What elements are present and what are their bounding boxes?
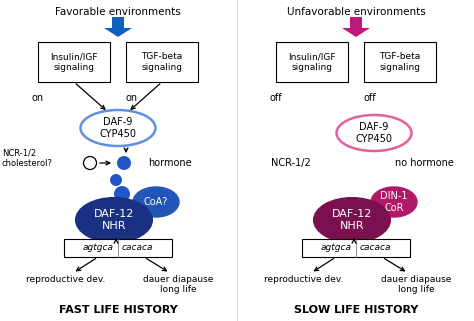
Text: SLOW LIFE HISTORY: SLOW LIFE HISTORY <box>294 305 418 315</box>
Text: FAST LIFE HISTORY: FAST LIFE HISTORY <box>59 305 177 315</box>
Text: off: off <box>364 93 376 103</box>
FancyBboxPatch shape <box>126 42 198 82</box>
Text: on: on <box>32 93 44 103</box>
Polygon shape <box>112 17 124 28</box>
Text: DAF-12
NHR: DAF-12 NHR <box>94 209 134 231</box>
Text: DIN-1
CoR: DIN-1 CoR <box>380 191 408 213</box>
Text: hormone: hormone <box>148 158 192 168</box>
Text: NCR-1/2
cholesterol?: NCR-1/2 cholesterol? <box>2 148 53 168</box>
Ellipse shape <box>337 115 411 151</box>
Ellipse shape <box>371 187 417 217</box>
FancyBboxPatch shape <box>302 239 410 257</box>
Polygon shape <box>350 17 362 28</box>
Ellipse shape <box>83 157 97 169</box>
Ellipse shape <box>76 198 152 242</box>
Text: Favorable environments: Favorable environments <box>55 7 181 17</box>
Text: cacaca: cacaca <box>122 244 154 253</box>
Ellipse shape <box>117 156 131 170</box>
FancyBboxPatch shape <box>38 42 110 82</box>
Text: DAF-12
NHR: DAF-12 NHR <box>332 209 372 231</box>
Polygon shape <box>342 28 370 37</box>
Text: off: off <box>270 93 283 103</box>
Text: NCR-1/2: NCR-1/2 <box>271 158 311 168</box>
Text: cacaca: cacaca <box>360 244 392 253</box>
Text: Unfavorable environments: Unfavorable environments <box>287 7 425 17</box>
Text: reproductive dev.: reproductive dev. <box>27 275 106 284</box>
Text: Insulin/IGF
signaling: Insulin/IGF signaling <box>50 52 98 72</box>
Ellipse shape <box>114 186 130 202</box>
Ellipse shape <box>314 198 390 242</box>
Text: DAF-9
CYP450: DAF-9 CYP450 <box>356 122 392 144</box>
Text: dauer diapause
long life: dauer diapause long life <box>143 275 213 294</box>
Text: no hormone: no hormone <box>394 158 454 168</box>
Text: reproductive dev.: reproductive dev. <box>264 275 344 284</box>
Text: CoA?: CoA? <box>144 197 168 207</box>
Ellipse shape <box>81 110 155 146</box>
Polygon shape <box>104 28 132 37</box>
FancyBboxPatch shape <box>276 42 348 82</box>
Text: agtgca: agtgca <box>321 244 352 253</box>
Ellipse shape <box>133 187 179 217</box>
Text: DAF-9
CYP450: DAF-9 CYP450 <box>100 117 137 139</box>
FancyBboxPatch shape <box>64 239 172 257</box>
Text: on: on <box>126 93 138 103</box>
Text: TGF-beta
signaling: TGF-beta signaling <box>379 52 420 72</box>
Text: Insulin/IGF
signaling: Insulin/IGF signaling <box>288 52 336 72</box>
Text: agtgca: agtgca <box>83 244 114 253</box>
Ellipse shape <box>110 174 122 186</box>
Text: TGF-beta
signaling: TGF-beta signaling <box>141 52 182 72</box>
Text: dauer diapause
long life: dauer diapause long life <box>381 275 451 294</box>
FancyBboxPatch shape <box>364 42 436 82</box>
